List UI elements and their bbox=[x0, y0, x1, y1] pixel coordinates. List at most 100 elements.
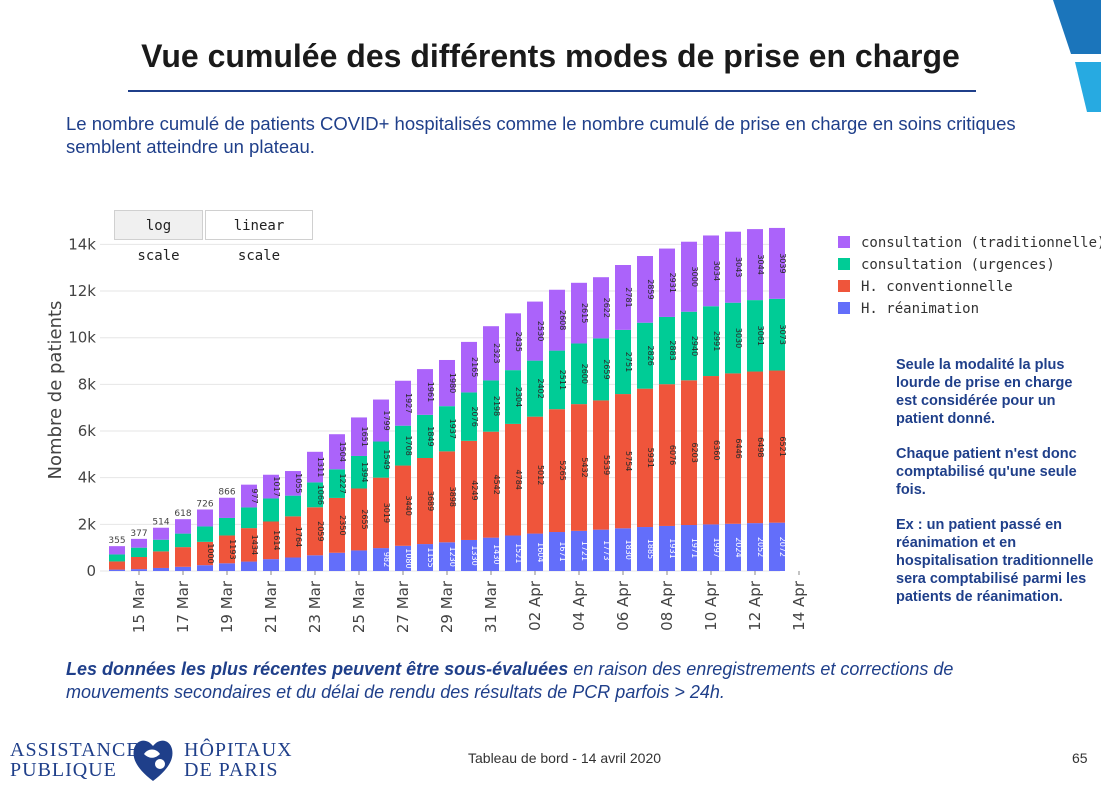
bar-segment bbox=[769, 370, 785, 523]
y-tick-label: 8k bbox=[78, 375, 97, 393]
bar-segment bbox=[241, 484, 257, 508]
y-tick-label: 6k bbox=[78, 422, 97, 440]
bar-segment bbox=[571, 282, 587, 344]
side-note-line-3: Ex : un patient passé en réanimation et … bbox=[896, 517, 1094, 605]
data-label: 3689 bbox=[426, 491, 435, 511]
legend-swatch bbox=[838, 236, 850, 248]
x-tick-label: 08 Apr bbox=[658, 580, 676, 631]
bar-segment bbox=[659, 525, 675, 571]
data-label: 1604 bbox=[536, 542, 545, 562]
data-label: 5265 bbox=[558, 460, 567, 480]
bar-segment bbox=[109, 554, 125, 562]
bar-segment bbox=[153, 551, 169, 568]
x-tick-label: 25 Mar bbox=[350, 580, 368, 633]
bar-segment bbox=[175, 519, 191, 534]
bar-segment bbox=[483, 380, 499, 432]
bar-segment bbox=[307, 451, 323, 483]
data-label: 3019 bbox=[382, 503, 391, 523]
heart-logo-icon bbox=[133, 740, 173, 781]
data-label: 1614 bbox=[272, 530, 281, 550]
bar-segment bbox=[681, 525, 697, 571]
data-label: 3898 bbox=[448, 487, 457, 507]
data-label: 3039 bbox=[778, 253, 787, 273]
data-label: 2350 bbox=[338, 515, 347, 535]
legend-label: H. conventionnelle bbox=[861, 279, 1013, 295]
bar-segment bbox=[615, 528, 631, 571]
bar-segment bbox=[153, 527, 169, 540]
data-label: 1799 bbox=[382, 410, 391, 430]
data-label: 2940 bbox=[690, 336, 699, 356]
bar-segment bbox=[527, 533, 543, 571]
data-label: 726 bbox=[196, 500, 213, 510]
bar-segment bbox=[681, 311, 697, 381]
intro-text: Le nombre cumulé de patients COVID+ hosp… bbox=[66, 113, 1016, 157]
data-label: 1764 bbox=[294, 527, 303, 547]
data-label: 4784 bbox=[514, 470, 523, 490]
data-label: 2323 bbox=[492, 343, 501, 363]
log-scale-button[interactable]: log scale bbox=[114, 210, 203, 264]
data-label: 6446 bbox=[734, 438, 743, 458]
x-tick-label: 10 Apr bbox=[702, 580, 720, 631]
bar-segment bbox=[461, 392, 477, 441]
data-label: 1931 bbox=[668, 538, 677, 558]
bar-segment bbox=[659, 248, 675, 317]
bar-segment bbox=[417, 369, 433, 415]
data-label: 2991 bbox=[712, 331, 721, 351]
bar-segment bbox=[571, 530, 587, 571]
bar-segment bbox=[329, 434, 345, 470]
bar-segment bbox=[703, 524, 719, 571]
data-label: 3043 bbox=[734, 257, 743, 277]
bar-segment bbox=[109, 546, 125, 555]
bar-segment bbox=[703, 235, 719, 307]
data-label: 3061 bbox=[756, 326, 765, 346]
data-label: 5432 bbox=[580, 457, 589, 477]
data-label: 2072 bbox=[778, 537, 787, 557]
data-label: 1773 bbox=[602, 540, 611, 560]
bar-segment bbox=[131, 569, 147, 571]
bar-segment bbox=[725, 523, 741, 571]
bar-segment bbox=[505, 535, 521, 571]
data-label: 2024 bbox=[734, 537, 743, 557]
legend-label: H. réanimation bbox=[861, 301, 979, 317]
bar-segment bbox=[131, 547, 147, 558]
bar-segment bbox=[417, 544, 433, 571]
data-label: 5754 bbox=[624, 451, 633, 471]
legend-swatch bbox=[838, 258, 850, 270]
data-label: 1311 bbox=[316, 457, 325, 477]
bar-segment bbox=[373, 548, 389, 571]
legend-swatch bbox=[838, 302, 850, 314]
data-label: 4542 bbox=[492, 474, 501, 494]
bar-segment bbox=[263, 559, 279, 571]
bar-segment bbox=[395, 380, 411, 426]
bar-segment bbox=[527, 301, 543, 361]
data-label: 2198 bbox=[492, 396, 501, 416]
bar-segment bbox=[505, 370, 521, 424]
legend-label: consultation (urgences) bbox=[861, 257, 1055, 273]
bar-segment bbox=[769, 522, 785, 571]
bar-segment bbox=[637, 322, 653, 389]
logo-de-paris: DE PARIS bbox=[184, 759, 279, 781]
data-label: 1997 bbox=[712, 538, 721, 558]
x-tick-label: 15 Mar bbox=[130, 580, 148, 633]
bar-segment bbox=[483, 537, 499, 571]
linear-scale-button[interactable]: linear scale bbox=[205, 210, 313, 264]
bar-segment bbox=[725, 373, 741, 524]
data-label: 2076 bbox=[470, 406, 479, 426]
page-number: 65 bbox=[1072, 750, 1088, 766]
caveat-rest: en raison des enregistrements et correct… bbox=[66, 659, 954, 702]
bar-segment bbox=[131, 557, 147, 570]
bar-segment bbox=[571, 343, 587, 405]
bar-segment bbox=[461, 440, 477, 540]
bar-segment bbox=[373, 399, 389, 442]
bar-segment bbox=[329, 552, 345, 571]
bar-segment bbox=[241, 507, 257, 529]
data-label: 1155 bbox=[426, 547, 435, 567]
bar-segment bbox=[439, 359, 455, 407]
data-label: 355 bbox=[108, 536, 125, 546]
bar-segment bbox=[263, 498, 279, 522]
bar-segment bbox=[351, 417, 367, 456]
bar-segment bbox=[153, 539, 169, 552]
bar-segment bbox=[263, 521, 279, 560]
bar-segment bbox=[549, 409, 565, 533]
bar-segment bbox=[351, 550, 367, 571]
